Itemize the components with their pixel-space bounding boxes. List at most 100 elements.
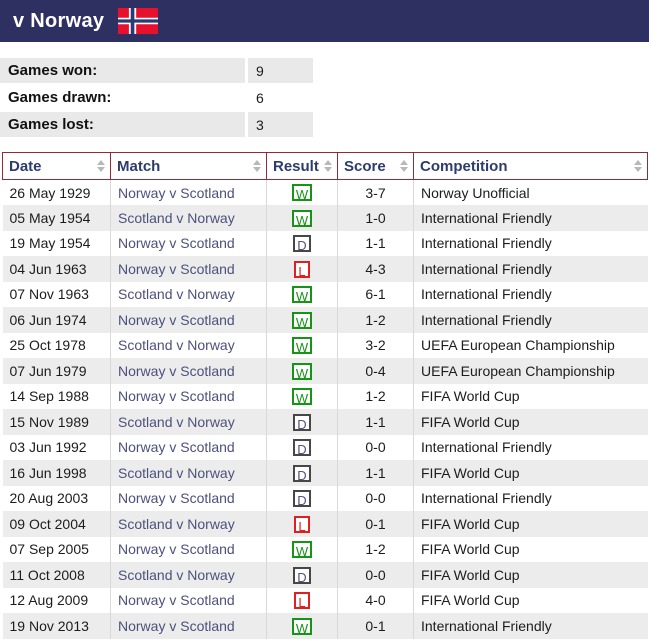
match-score: 0-0 [337, 485, 414, 511]
match-date: 07 Jun 1979 [9, 362, 87, 379]
norway-flag-icon [118, 8, 159, 34]
match-score: 0-0 [337, 434, 414, 460]
competition-name: International Friendly [413, 205, 648, 231]
competition-name: International Friendly [413, 307, 648, 333]
results-table-header: Date Match Result Score Competition [2, 152, 648, 180]
result-badge: D [293, 413, 311, 432]
match-score: 4-0 [337, 587, 414, 613]
stat-row-games-won: Games won: 9 [0, 58, 313, 83]
match-link[interactable]: Scotland v Norway [110, 332, 267, 358]
match-link[interactable]: Norway v Scotland [110, 256, 267, 282]
result-cell: W [266, 205, 338, 231]
match-score: 1-2 [337, 536, 414, 562]
column-header-competition[interactable]: Competition [413, 152, 648, 180]
match-date: 16 Jun 1998 [9, 464, 87, 481]
result-cell: W [266, 383, 338, 409]
match-date: 12 Aug 2009 [9, 592, 89, 609]
competition-name: International Friendly [413, 613, 648, 639]
match-link[interactable]: Scotland v Norway [110, 205, 267, 231]
result-cell: W [266, 179, 338, 205]
sort-up-down-icon[interactable] [400, 160, 408, 172]
match-score: 1-2 [337, 307, 414, 333]
column-label: Result [273, 157, 319, 175]
competition-name: FIFA World Cup [413, 460, 648, 486]
match-date: 14 Sep 1988 [9, 388, 89, 405]
match-link[interactable]: Norway v Scotland [110, 536, 267, 562]
match-date: 26 May 1929 [9, 184, 91, 201]
table-row: 12 Aug 2009 Norway v Scotland L 4-0 FIFA… [3, 587, 648, 613]
table-row: 07 Sep 2005 Norway v Scotland W 1-2 FIFA… [3, 536, 648, 562]
result-badge: W [291, 286, 313, 304]
match-score: 3-7 [337, 179, 414, 205]
match-link[interactable]: Norway v Scotland [110, 307, 267, 333]
match-date: 03 Jun 1992 [9, 439, 87, 456]
stat-label: Games drawn: [8, 89, 112, 106]
result-badge: W [291, 388, 313, 406]
match-link[interactable]: Scotland v Norway [110, 562, 267, 588]
column-label: Date [9, 157, 42, 175]
sort-up-down-icon[interactable] [97, 160, 105, 172]
match-score: 6-1 [337, 281, 414, 307]
result-badge: W [291, 209, 313, 228]
match-link[interactable]: Scotland v Norway [110, 409, 267, 435]
table-row: 04 Jun 1963 Norway v Scotland L 4-3 Inte… [2, 256, 648, 282]
column-header-score[interactable]: Score [337, 152, 414, 180]
competition-name: Norway Unofficial [413, 179, 648, 205]
stat-label: Games won: [0, 58, 245, 83]
competition-name: FIFA World Cup [413, 383, 648, 409]
result-badge: W [291, 362, 313, 381]
column-label: Match [117, 157, 161, 175]
table-row: 25 Oct 1978 Scotland v Norway W 3-2 UEFA… [3, 332, 648, 358]
result-cell: W [266, 536, 338, 562]
result-cell: D [266, 230, 338, 256]
table-row: 20 Aug 2003 Norway v Scotland D 0-0 Inte… [3, 485, 648, 511]
result-badge: D [293, 439, 311, 457]
match-link[interactable]: Norway v Scotland [110, 434, 267, 460]
competition-name: UEFA European Championship [413, 332, 648, 358]
match-score: 1-1 [337, 409, 414, 435]
match-link[interactable]: Scotland v Norway [110, 281, 267, 307]
match-score: 1-2 [337, 383, 414, 409]
match-date: 06 Jun 1974 [9, 311, 87, 328]
column-label: Score [344, 157, 386, 175]
match-score: 3-2 [337, 332, 414, 358]
match-link[interactable]: Norway v Scotland [110, 383, 267, 409]
match-link[interactable]: Norway v Scotland [110, 613, 267, 639]
result-cell: D [266, 562, 338, 588]
stat-value: 6 [256, 89, 264, 106]
table-row: 07 Nov 1963 Scotland v Norway W 6-1 Inte… [3, 281, 648, 307]
result-cell: D [266, 485, 338, 511]
match-score: 1-0 [337, 205, 414, 231]
stat-value: 9 [248, 58, 313, 83]
result-badge: D [293, 566, 311, 585]
result-cell: D [266, 460, 338, 486]
table-row: 19 May 1954 Norway v Scotland D 1-1 Inte… [3, 230, 648, 256]
table-row: 16 Jun 1998 Scotland v Norway D 1-1 FIFA… [2, 460, 648, 486]
match-link[interactable]: Scotland v Norway [110, 511, 267, 537]
sort-up-down-icon[interactable] [634, 160, 642, 172]
match-link[interactable]: Norway v Scotland [110, 587, 267, 613]
match-link[interactable]: Norway v Scotland [110, 179, 267, 205]
result-cell: W [266, 613, 338, 639]
column-header-match[interactable]: Match [110, 152, 267, 180]
sort-up-down-icon[interactable] [324, 160, 332, 172]
competition-name: International Friendly [413, 281, 648, 307]
column-header-result[interactable]: Result [266, 152, 338, 180]
result-cell: W [266, 358, 338, 384]
column-label: Competition [420, 157, 508, 175]
match-score: 0-1 [337, 511, 414, 537]
match-date: 05 May 1954 [9, 209, 91, 226]
match-link[interactable]: Scotland v Norway [110, 460, 267, 486]
table-row: 03 Jun 1992 Norway v Scotland D 0-0 Inte… [3, 434, 648, 460]
result-cell: D [266, 409, 338, 435]
match-link[interactable]: Norway v Scotland [110, 485, 267, 511]
match-date: 09 Oct 2004 [9, 515, 86, 532]
match-link[interactable]: Norway v Scotland [110, 230, 267, 256]
sort-up-down-icon[interactable] [253, 160, 261, 172]
match-link[interactable]: Norway v Scotland [110, 358, 267, 384]
match-score: 4-3 [337, 256, 414, 282]
stat-row-games-lost: Games lost: 3 [0, 112, 313, 137]
page-header: v Norway [0, 0, 649, 42]
result-cell: W [266, 307, 338, 333]
column-header-date[interactable]: Date [2, 152, 111, 180]
